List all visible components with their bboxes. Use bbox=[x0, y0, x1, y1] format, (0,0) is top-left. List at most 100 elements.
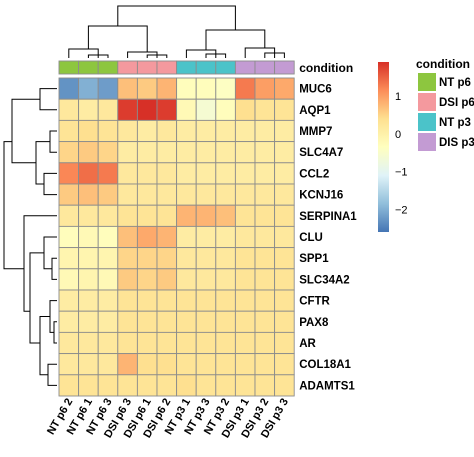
color-scale-tick-label: 1 bbox=[395, 91, 401, 103]
legend-title: condition bbox=[416, 57, 470, 71]
heatmap-cell bbox=[117, 374, 138, 397]
heatmap-cell bbox=[195, 353, 217, 376]
heatmap-cell bbox=[58, 204, 80, 227]
dendrogram-branch bbox=[43, 236, 57, 270]
heatmap-cell bbox=[156, 374, 178, 397]
annotation-cell bbox=[78, 60, 99, 75]
heatmap-cell bbox=[254, 225, 276, 249]
heatmap-cell bbox=[58, 183, 80, 206]
heatmap-cell bbox=[78, 204, 99, 227]
row-label: MUC6 bbox=[299, 84, 332, 96]
heatmap-cell bbox=[156, 331, 178, 355]
heatmap-cell bbox=[58, 119, 80, 143]
heatmap-cell bbox=[215, 374, 236, 397]
heatmap-cell bbox=[97, 289, 119, 312]
heatmap-cell bbox=[97, 268, 119, 291]
heatmap-cell bbox=[156, 141, 178, 164]
heatmap-cell bbox=[136, 119, 158, 143]
heatmap-cell bbox=[97, 225, 119, 249]
heatmap-cell bbox=[274, 353, 295, 376]
heatmap-cell bbox=[78, 183, 99, 206]
heatmap-cell bbox=[97, 119, 119, 143]
heatmap-cell bbox=[176, 374, 197, 397]
heatmap-cell bbox=[58, 310, 80, 333]
dendrogram-branch bbox=[47, 363, 57, 386]
heatmap-cell bbox=[254, 374, 276, 397]
heatmap-cell bbox=[234, 247, 256, 270]
condition-annotation-bar bbox=[58, 60, 295, 75]
heatmap-cell bbox=[176, 141, 197, 164]
color-scale-tick-label: 0 bbox=[395, 129, 401, 141]
annotation-cell bbox=[234, 60, 256, 75]
dendrogram-branch bbox=[87, 25, 148, 52]
heatmap-cell bbox=[78, 374, 99, 397]
heatmap-cell bbox=[234, 183, 256, 206]
heatmap-cell bbox=[195, 289, 217, 312]
heatmap-cell bbox=[176, 98, 197, 121]
heatmap-cell bbox=[136, 353, 158, 376]
legend-swatch bbox=[418, 73, 436, 91]
heatmap-cell bbox=[215, 310, 236, 333]
heatmap-cell bbox=[117, 98, 138, 121]
heatmap-cell bbox=[156, 119, 178, 143]
heatmap-cell bbox=[136, 268, 158, 291]
dendrogram-branch bbox=[51, 257, 57, 280]
legend-label: DSI p6 bbox=[439, 97, 474, 109]
dendrogram-branch bbox=[205, 29, 266, 50]
color-scale-gradient bbox=[378, 62, 389, 232]
heatmap-cell bbox=[274, 141, 295, 164]
heatmap-cell bbox=[58, 225, 80, 249]
row-label: CCL2 bbox=[299, 168, 329, 180]
heatmap-cell bbox=[78, 247, 99, 270]
heatmap-cell bbox=[215, 77, 236, 100]
heatmap-cell bbox=[215, 225, 236, 249]
heatmap-cell bbox=[234, 268, 256, 291]
color-scale-bar: −2 −1 0 1 bbox=[378, 62, 408, 232]
heatmap-cell bbox=[234, 162, 256, 185]
heatmap-cell bbox=[136, 331, 158, 355]
heatmap-cell bbox=[176, 353, 197, 376]
heatmap-cell bbox=[274, 225, 295, 249]
annotation-cell bbox=[215, 60, 236, 75]
heatmap-cell bbox=[176, 289, 197, 312]
heatmap-cell bbox=[215, 268, 236, 291]
annotation-cell bbox=[156, 60, 178, 75]
heatmap-cell bbox=[195, 204, 217, 227]
heatmap-cell bbox=[117, 247, 138, 270]
heatmap-cell bbox=[156, 247, 178, 270]
condition-legend: condition NT p6 DSI p6 NT p3 DIS p3 bbox=[416, 57, 474, 151]
heatmap-cell bbox=[97, 331, 119, 355]
heatmap-cell bbox=[176, 310, 197, 333]
heatmap-cell bbox=[274, 204, 295, 227]
color-scale-tick-label: −2 bbox=[395, 204, 408, 216]
annotation-label: condition bbox=[299, 61, 353, 75]
row-label: SLC4A7 bbox=[299, 147, 343, 159]
row-label: KCNJ16 bbox=[299, 190, 343, 202]
row-labels: MUC6 AQP1 MMP7 SLC4A7 CCL2 KCNJ16 SERPINA1 CLU S… bbox=[299, 84, 357, 393]
heatmap-cell bbox=[254, 331, 276, 355]
heatmap-cell bbox=[58, 162, 80, 185]
heatmap-cell bbox=[78, 119, 99, 143]
heatmap-cell bbox=[97, 98, 119, 121]
heatmap-cell bbox=[97, 162, 119, 185]
heatmap-cell bbox=[195, 119, 217, 143]
heatmap-cell bbox=[215, 353, 236, 376]
heatmap-cell bbox=[234, 374, 256, 397]
dendrogram-branch bbox=[264, 52, 285, 58]
heatmap-cell bbox=[78, 225, 99, 249]
heatmap-cell bbox=[97, 77, 119, 100]
dendrogram-branch bbox=[3, 141, 24, 270]
heatmap-cell bbox=[156, 310, 178, 333]
heatmap-cell bbox=[58, 141, 80, 164]
heatmap-cell bbox=[136, 225, 158, 249]
dendrogram-branch bbox=[53, 321, 57, 344]
heatmap-cell bbox=[215, 119, 236, 143]
heatmap-cell bbox=[117, 204, 138, 227]
heatmap-cell bbox=[117, 310, 138, 333]
heatmap-cell bbox=[58, 268, 80, 291]
heatmap-cell bbox=[215, 331, 236, 355]
heatmap-cell bbox=[117, 225, 138, 249]
heatmap-cell bbox=[215, 247, 236, 270]
legend-label: NT p6 bbox=[439, 77, 471, 89]
heatmap-cell bbox=[234, 141, 256, 164]
